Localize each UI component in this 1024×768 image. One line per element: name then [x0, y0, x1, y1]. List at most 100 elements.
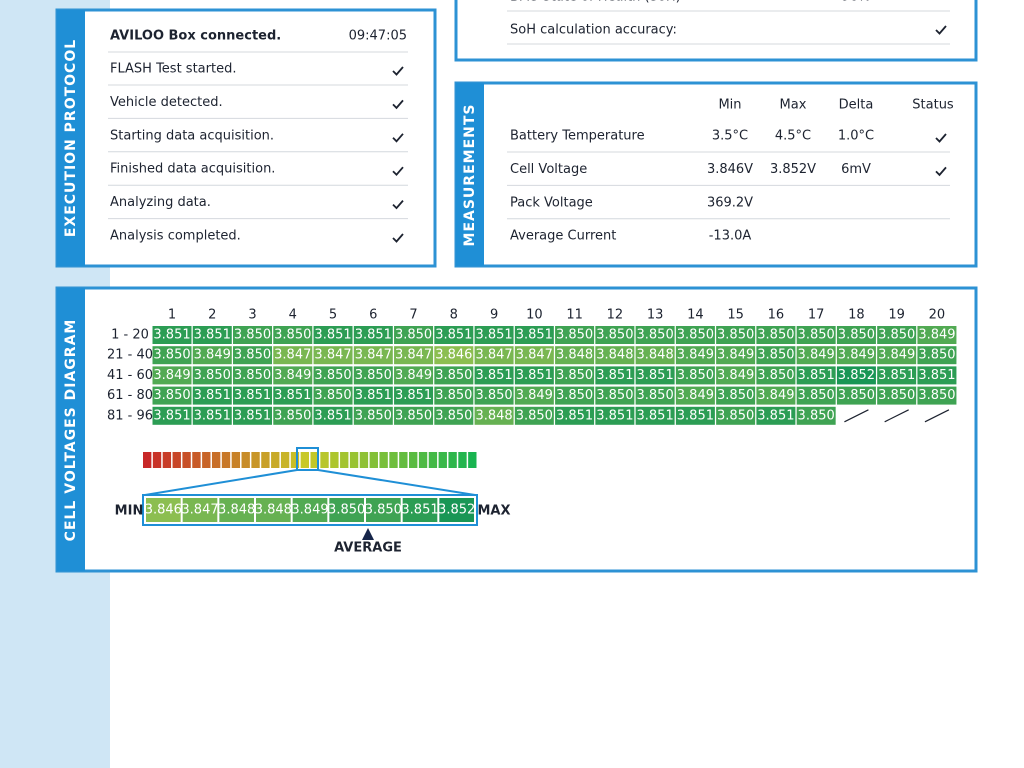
cell — [313, 326, 353, 344]
cell-value: 3.850 — [395, 408, 432, 423]
scale-cell — [329, 498, 364, 522]
measurement-min: 3.5°C — [712, 129, 748, 144]
cell — [716, 346, 756, 365]
cell — [595, 386, 635, 405]
cell-value: 3.851 — [194, 388, 231, 403]
cell — [192, 326, 232, 344]
column-number: 2 — [208, 308, 216, 323]
gradient-segment — [438, 452, 447, 468]
cell-value: 3.849 — [918, 328, 955, 343]
cell-value: 3.849 — [516, 388, 553, 403]
cell-value: 3.851 — [395, 388, 432, 403]
cell-value: 3.848 — [475, 408, 512, 423]
cell — [836, 326, 876, 344]
top-panel — [454, 0, 978, 62]
cell — [917, 386, 957, 405]
cell-value: 3.851 — [757, 408, 794, 423]
max-label: MAX — [477, 504, 510, 519]
gradient-segment — [221, 452, 231, 468]
column-number: 20 — [929, 308, 946, 323]
gradient-segment — [261, 452, 270, 468]
cell-value: 3.850 — [596, 388, 633, 403]
cell-value: 3.851 — [596, 368, 633, 383]
cell — [877, 326, 917, 344]
cell-value: 3.849 — [757, 388, 794, 403]
cell — [756, 366, 796, 385]
gradient-segment — [320, 452, 329, 468]
tab — [456, 83, 484, 266]
cell-value: 3.851 — [234, 388, 271, 403]
column-number: 10 — [526, 308, 543, 323]
cell — [313, 346, 353, 365]
cell-value: 3.850 — [798, 408, 835, 423]
average-marker — [362, 528, 374, 540]
cell-value: 3.850 — [757, 328, 794, 343]
cell-value: 3.850 — [355, 408, 392, 423]
gradient-segment — [448, 452, 457, 468]
step: Vehicle detected. — [110, 95, 223, 110]
cell-value: 3.848 — [637, 348, 674, 363]
column-number: 18 — [848, 308, 865, 323]
cell-value: 3.850 — [677, 328, 714, 343]
measurement-min: -13.0A — [709, 229, 752, 244]
panel-title: EXECUTION PROTOCOL — [63, 39, 79, 237]
cell — [353, 366, 393, 385]
column-number: 1 — [168, 308, 176, 323]
gradient-segment — [280, 452, 290, 468]
row-label: Average Current — [510, 229, 616, 244]
scale-value: 3.848 — [255, 503, 292, 518]
check-icon — [392, 166, 404, 177]
cell-value: 3.850 — [274, 408, 311, 423]
cell — [675, 346, 715, 365]
cell-value: 3.850 — [878, 328, 915, 343]
cell-value: 3.850 — [234, 368, 271, 383]
cell — [675, 386, 715, 405]
row-label: 41 - 60 — [107, 368, 153, 383]
header: AVILOO Box connected. — [110, 29, 281, 44]
gradient-segment — [300, 452, 309, 468]
gradient-segment — [428, 452, 438, 468]
cell — [555, 386, 595, 405]
cell-value: 3.852 — [838, 368, 875, 383]
cell — [273, 366, 313, 385]
cell — [474, 366, 514, 385]
cell — [675, 406, 715, 425]
check-icon — [935, 166, 947, 177]
cell-value: 3.850 — [798, 328, 835, 343]
column-number: 13 — [647, 308, 664, 323]
column-header: Status — [912, 98, 954, 113]
scale-value: 3.850 — [365, 503, 402, 518]
cell — [152, 386, 192, 405]
cell — [796, 406, 836, 425]
gradient-segment — [162, 452, 172, 468]
row-label: 21 - 40 — [107, 348, 153, 363]
measurement-delta: 6mV — [841, 162, 871, 177]
cell — [917, 366, 957, 385]
step: Analyzing data. — [110, 195, 211, 210]
cell — [434, 346, 474, 365]
cell-value: 3.851 — [194, 328, 231, 343]
column-number: 17 — [808, 308, 825, 323]
cell-value: 3.849 — [798, 348, 835, 363]
cell — [514, 406, 554, 425]
empty-cell — [884, 409, 909, 423]
scale-value: 3.851 — [401, 503, 438, 518]
cell-value: 3.850 — [596, 328, 633, 343]
scale-cell — [292, 498, 328, 522]
cell-value: 3.850 — [878, 388, 915, 403]
cell-value: 3.850 — [435, 388, 472, 403]
cell-value: 3.851 — [355, 388, 392, 403]
gradient-segment — [409, 452, 418, 468]
cell-value: 3.851 — [435, 328, 472, 343]
cell-value: 3.849 — [717, 368, 754, 383]
cell — [877, 386, 917, 405]
column-number: 7 — [409, 308, 417, 323]
column-number: 12 — [607, 308, 624, 323]
cell — [434, 366, 474, 385]
cell — [796, 346, 836, 365]
empty-cell — [924, 409, 950, 423]
scale-cell — [146, 498, 181, 522]
cell — [514, 366, 554, 385]
cell — [514, 326, 554, 344]
